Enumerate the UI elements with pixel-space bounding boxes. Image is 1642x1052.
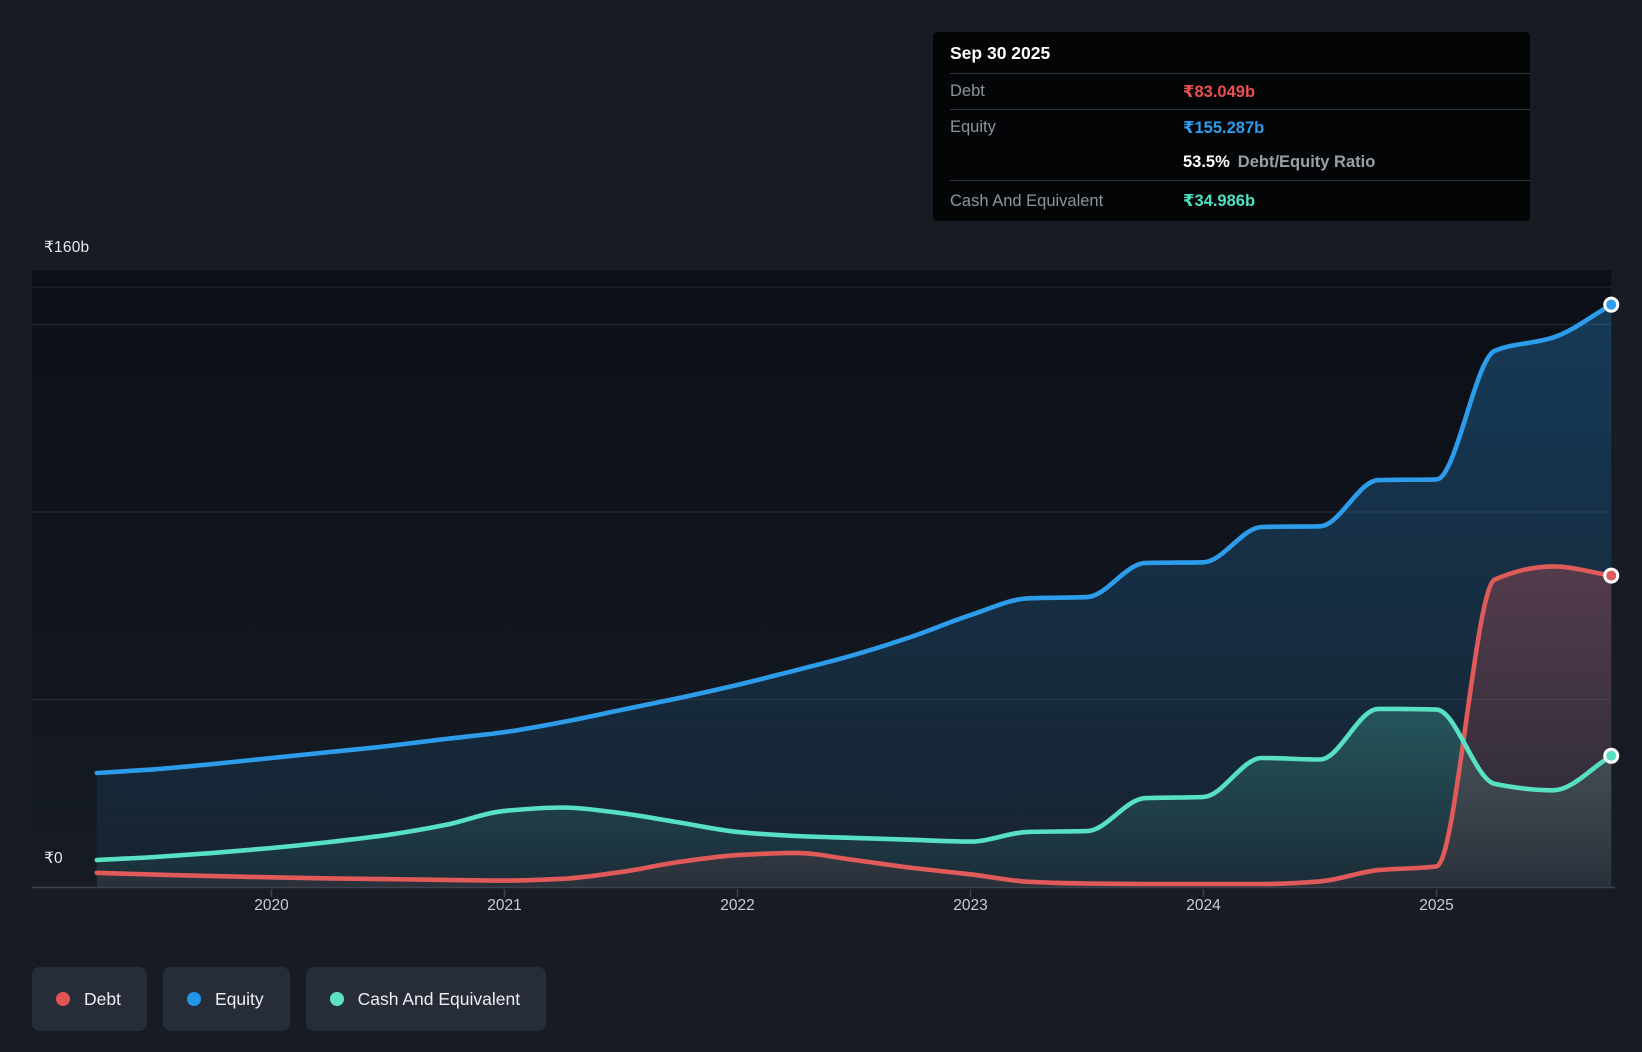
chart-legend: Debt Equity Cash And Equivalent <box>32 967 547 1031</box>
legend-equity-label: Equity <box>214 988 264 1009</box>
legend-item-cash[interactable]: Cash And Equivalent <box>305 967 547 1031</box>
legend-item-debt[interactable]: Debt <box>32 967 147 1031</box>
debt-line <box>94 564 1614 887</box>
cash-end-dot[interactable] <box>1603 747 1620 764</box>
x-axis-label-2023: 2023 <box>953 897 988 914</box>
debt-end-dot[interactable] <box>1603 567 1620 584</box>
y-axis-zero-label: ₹0 <box>44 850 63 867</box>
debt-swatch-icon <box>56 992 70 1006</box>
legend-item-equity[interactable]: Equity <box>162 967 290 1031</box>
tooltip-cash-value: ₹34.986b <box>1183 192 1256 210</box>
equity-swatch-icon <box>186 992 201 1006</box>
equity-area <box>96 304 1612 887</box>
cash-area <box>96 708 1612 887</box>
tooltip-equity-value: ₹155.287b <box>1183 118 1265 137</box>
x-axis-label-2021: 2021 <box>487 897 522 914</box>
cash-line <box>94 706 1614 863</box>
tooltip-ratio-row: 53.5% Debt/Equity Ratio <box>950 145 1530 181</box>
equity-end-dot[interactable] <box>1603 296 1620 313</box>
x-axis-label-2020: 2020 <box>254 897 289 914</box>
legend-debt-label: Debt <box>84 988 121 1009</box>
equity-line <box>94 302 1614 776</box>
tooltip-ratio-value: 53.5% <box>1183 153 1230 171</box>
tooltip-equity-row: Equity ₹155.287b <box>950 110 1530 145</box>
tooltip-date: Sep 30 2025 <box>950 32 1530 74</box>
chart-tooltip: Sep 30 2025 Debt ₹83.049b Equity ₹155.28… <box>933 32 1530 221</box>
y-axis-max-label: ₹160b <box>44 239 90 256</box>
x-axis-label-2022: 2022 <box>720 897 755 914</box>
tooltip-debt-row: Debt ₹83.049b <box>950 74 1530 110</box>
tooltip-equity-label: Equity <box>950 118 996 136</box>
legend-cash-label: Cash And Equivalent <box>357 988 521 1009</box>
cash-swatch-icon <box>329 992 344 1006</box>
x-axis-label-2024: 2024 <box>1186 897 1221 914</box>
debt-area <box>96 566 1612 887</box>
tooltip-cash-label: Cash And Equivalent <box>950 191 1104 210</box>
tooltip-cash-row: Cash And Equivalent ₹34.986b <box>950 181 1530 221</box>
tooltip-debt-value: ₹83.049b <box>1183 82 1256 101</box>
tooltip-ratio-label: Debt/Equity Ratio <box>1237 153 1376 171</box>
x-axis-label-2025: 2025 <box>1419 897 1454 914</box>
tooltip-debt-label: Debt <box>950 82 985 100</box>
